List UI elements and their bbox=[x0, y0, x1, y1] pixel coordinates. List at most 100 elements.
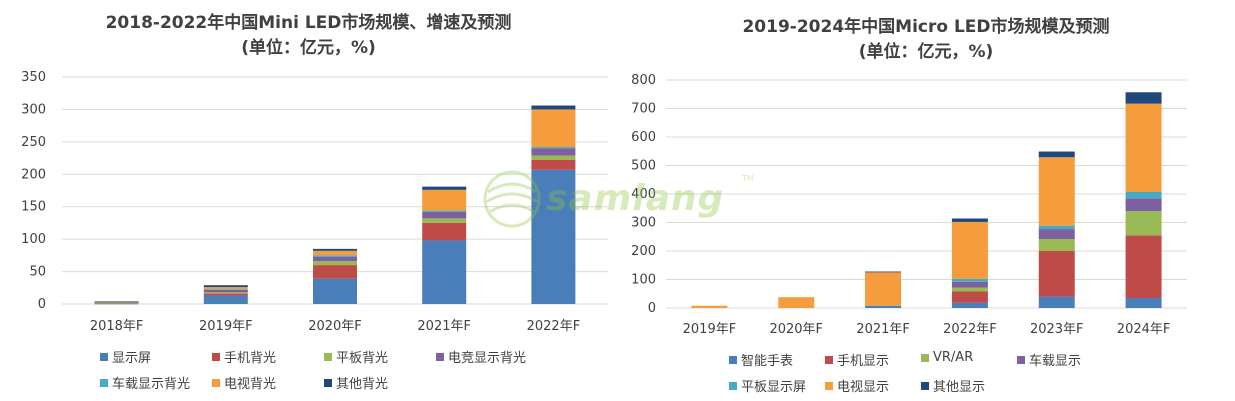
bar-segment bbox=[531, 109, 576, 148]
legend-item: 智能手表 bbox=[729, 350, 793, 369]
bar-segment bbox=[313, 250, 357, 256]
y-tick-label: 250 bbox=[21, 135, 46, 150]
x-tick-label: 2019年F bbox=[199, 319, 253, 334]
bar-segment bbox=[203, 293, 248, 296]
legend-swatch bbox=[729, 381, 737, 390]
bar-segment bbox=[691, 305, 728, 308]
chart-panel-micro-led: 2019-2024年中国Micro LED市场规模及预测 (单位：亿元，%) 0… bbox=[617, 0, 1235, 401]
bar-segment bbox=[531, 148, 576, 156]
bar-segment bbox=[951, 218, 988, 222]
legend-label: VR/AR bbox=[933, 350, 974, 365]
bar-segment bbox=[203, 295, 248, 304]
watermark-logo: samlang TM bbox=[480, 168, 754, 230]
legend-label: 手机背光 bbox=[224, 351, 277, 366]
bar-segment bbox=[778, 297, 815, 308]
bar-segment bbox=[422, 210, 467, 212]
bar-segment bbox=[865, 271, 902, 273]
legend-swatch bbox=[212, 378, 220, 387]
chart-panel-mini-led: 2018-2022年中国Mini LED市场规模、增速及预测 (单位：亿元，%)… bbox=[0, 0, 617, 401]
legend-swatch bbox=[825, 381, 833, 390]
legend-item: 其他背光 bbox=[324, 373, 388, 392]
bar-segment bbox=[1125, 211, 1162, 236]
bar-segment bbox=[313, 256, 357, 262]
legend-swatch bbox=[1017, 355, 1025, 364]
bar-segment bbox=[1038, 251, 1075, 297]
bar-segment bbox=[203, 289, 248, 290]
legend-item: 手机显示 bbox=[825, 350, 889, 369]
legend-item: 手机背光 bbox=[212, 347, 276, 366]
y-tick-label: 800 bbox=[631, 73, 656, 88]
bar-segment bbox=[951, 221, 988, 279]
bar-segment bbox=[203, 287, 248, 290]
legend-item: 平板显示屏 bbox=[729, 376, 806, 395]
y-tick-label: 500 bbox=[631, 159, 656, 174]
bar-segment bbox=[94, 303, 139, 304]
legend-label: 车载显示背光 bbox=[112, 377, 191, 392]
x-tick-label: 2018年F bbox=[90, 319, 144, 334]
bar-segment bbox=[1038, 296, 1075, 308]
bar-segment bbox=[94, 303, 139, 304]
legend-label: 显示屏 bbox=[112, 351, 152, 366]
x-tick-label: 2019年F bbox=[683, 322, 737, 337]
bar-segment bbox=[203, 292, 248, 294]
legend-item: 平板背光 bbox=[324, 347, 388, 366]
bar-segment bbox=[531, 105, 576, 110]
legend-item: 电视背光 bbox=[212, 373, 276, 392]
bar-segment bbox=[865, 272, 902, 306]
bar-segment bbox=[951, 302, 988, 308]
bar-segment bbox=[1125, 235, 1162, 299]
legend-label: 电竞显示背光 bbox=[448, 351, 527, 366]
legend-item: VR/AR bbox=[921, 350, 973, 365]
legend-swatch bbox=[729, 355, 737, 364]
bar-segment bbox=[1038, 239, 1075, 251]
x-tick-label: 2020年F bbox=[769, 322, 823, 337]
bar-segment bbox=[1038, 229, 1075, 240]
legend-swatch bbox=[436, 352, 444, 361]
bar-segment bbox=[1125, 192, 1162, 199]
bar-segment bbox=[531, 169, 576, 304]
chart-title: 2018-2022年中国Mini LED市场规模、增速及预测 bbox=[105, 13, 512, 33]
legend-label: 其他显示 bbox=[933, 380, 986, 395]
y-tick-label: 50 bbox=[29, 265, 46, 280]
legend-swatch bbox=[100, 352, 108, 361]
bar-segment bbox=[94, 301, 139, 303]
legend-item: 其他显示 bbox=[921, 376, 985, 395]
bar-segment bbox=[313, 255, 357, 257]
x-tick-label: 2021年F bbox=[417, 319, 471, 334]
bar-segment bbox=[1125, 298, 1162, 308]
chart-subtitle: (单位：亿元，%) bbox=[241, 38, 376, 58]
legend-item: 电竞显示背光 bbox=[436, 347, 526, 366]
legend-swatch bbox=[212, 352, 220, 361]
y-tick-label: 100 bbox=[21, 232, 46, 247]
bar-segment bbox=[422, 189, 467, 211]
legend-item: 车载显示 bbox=[1017, 350, 1081, 369]
bar-segment bbox=[1125, 198, 1162, 212]
legend-label: 手机显示 bbox=[837, 354, 890, 369]
bar-segment bbox=[1125, 103, 1162, 193]
bar-segment bbox=[422, 186, 467, 190]
y-tick-label: 200 bbox=[21, 167, 46, 182]
legend-item: 车载显示背光 bbox=[100, 373, 190, 392]
legend-swatch bbox=[921, 353, 929, 362]
x-tick-label: 2022年F bbox=[943, 322, 997, 337]
x-tick-label: 2023年F bbox=[1030, 322, 1084, 337]
bar-segment bbox=[531, 160, 576, 170]
bar-segment bbox=[531, 147, 576, 149]
legend-label: 平板显示屏 bbox=[741, 380, 807, 395]
bar-segment bbox=[94, 301, 139, 303]
chart-plot-mini-led: 0 50 100 150 200 250 300 350 2018年F 2019年F 2020年F 2… bbox=[21, 70, 608, 334]
legend-label: 其他背光 bbox=[336, 377, 389, 392]
bar-segment bbox=[951, 287, 988, 292]
legend-label: 电视显示 bbox=[837, 380, 890, 395]
bar-segment bbox=[951, 291, 988, 303]
legend-swatch bbox=[921, 381, 929, 390]
y-tick-label: 350 bbox=[21, 70, 46, 85]
bar-segment bbox=[313, 265, 357, 279]
legend-item: 显示屏 bbox=[100, 347, 151, 366]
legend-label: 车载显示 bbox=[1029, 354, 1082, 369]
bar-segment bbox=[313, 248, 357, 251]
y-tick-label: 0 bbox=[38, 297, 46, 312]
x-tick-label: 2024年F bbox=[1117, 322, 1171, 337]
legend-item: 电视显示 bbox=[825, 376, 889, 395]
watermark-tm: TM bbox=[742, 174, 754, 183]
